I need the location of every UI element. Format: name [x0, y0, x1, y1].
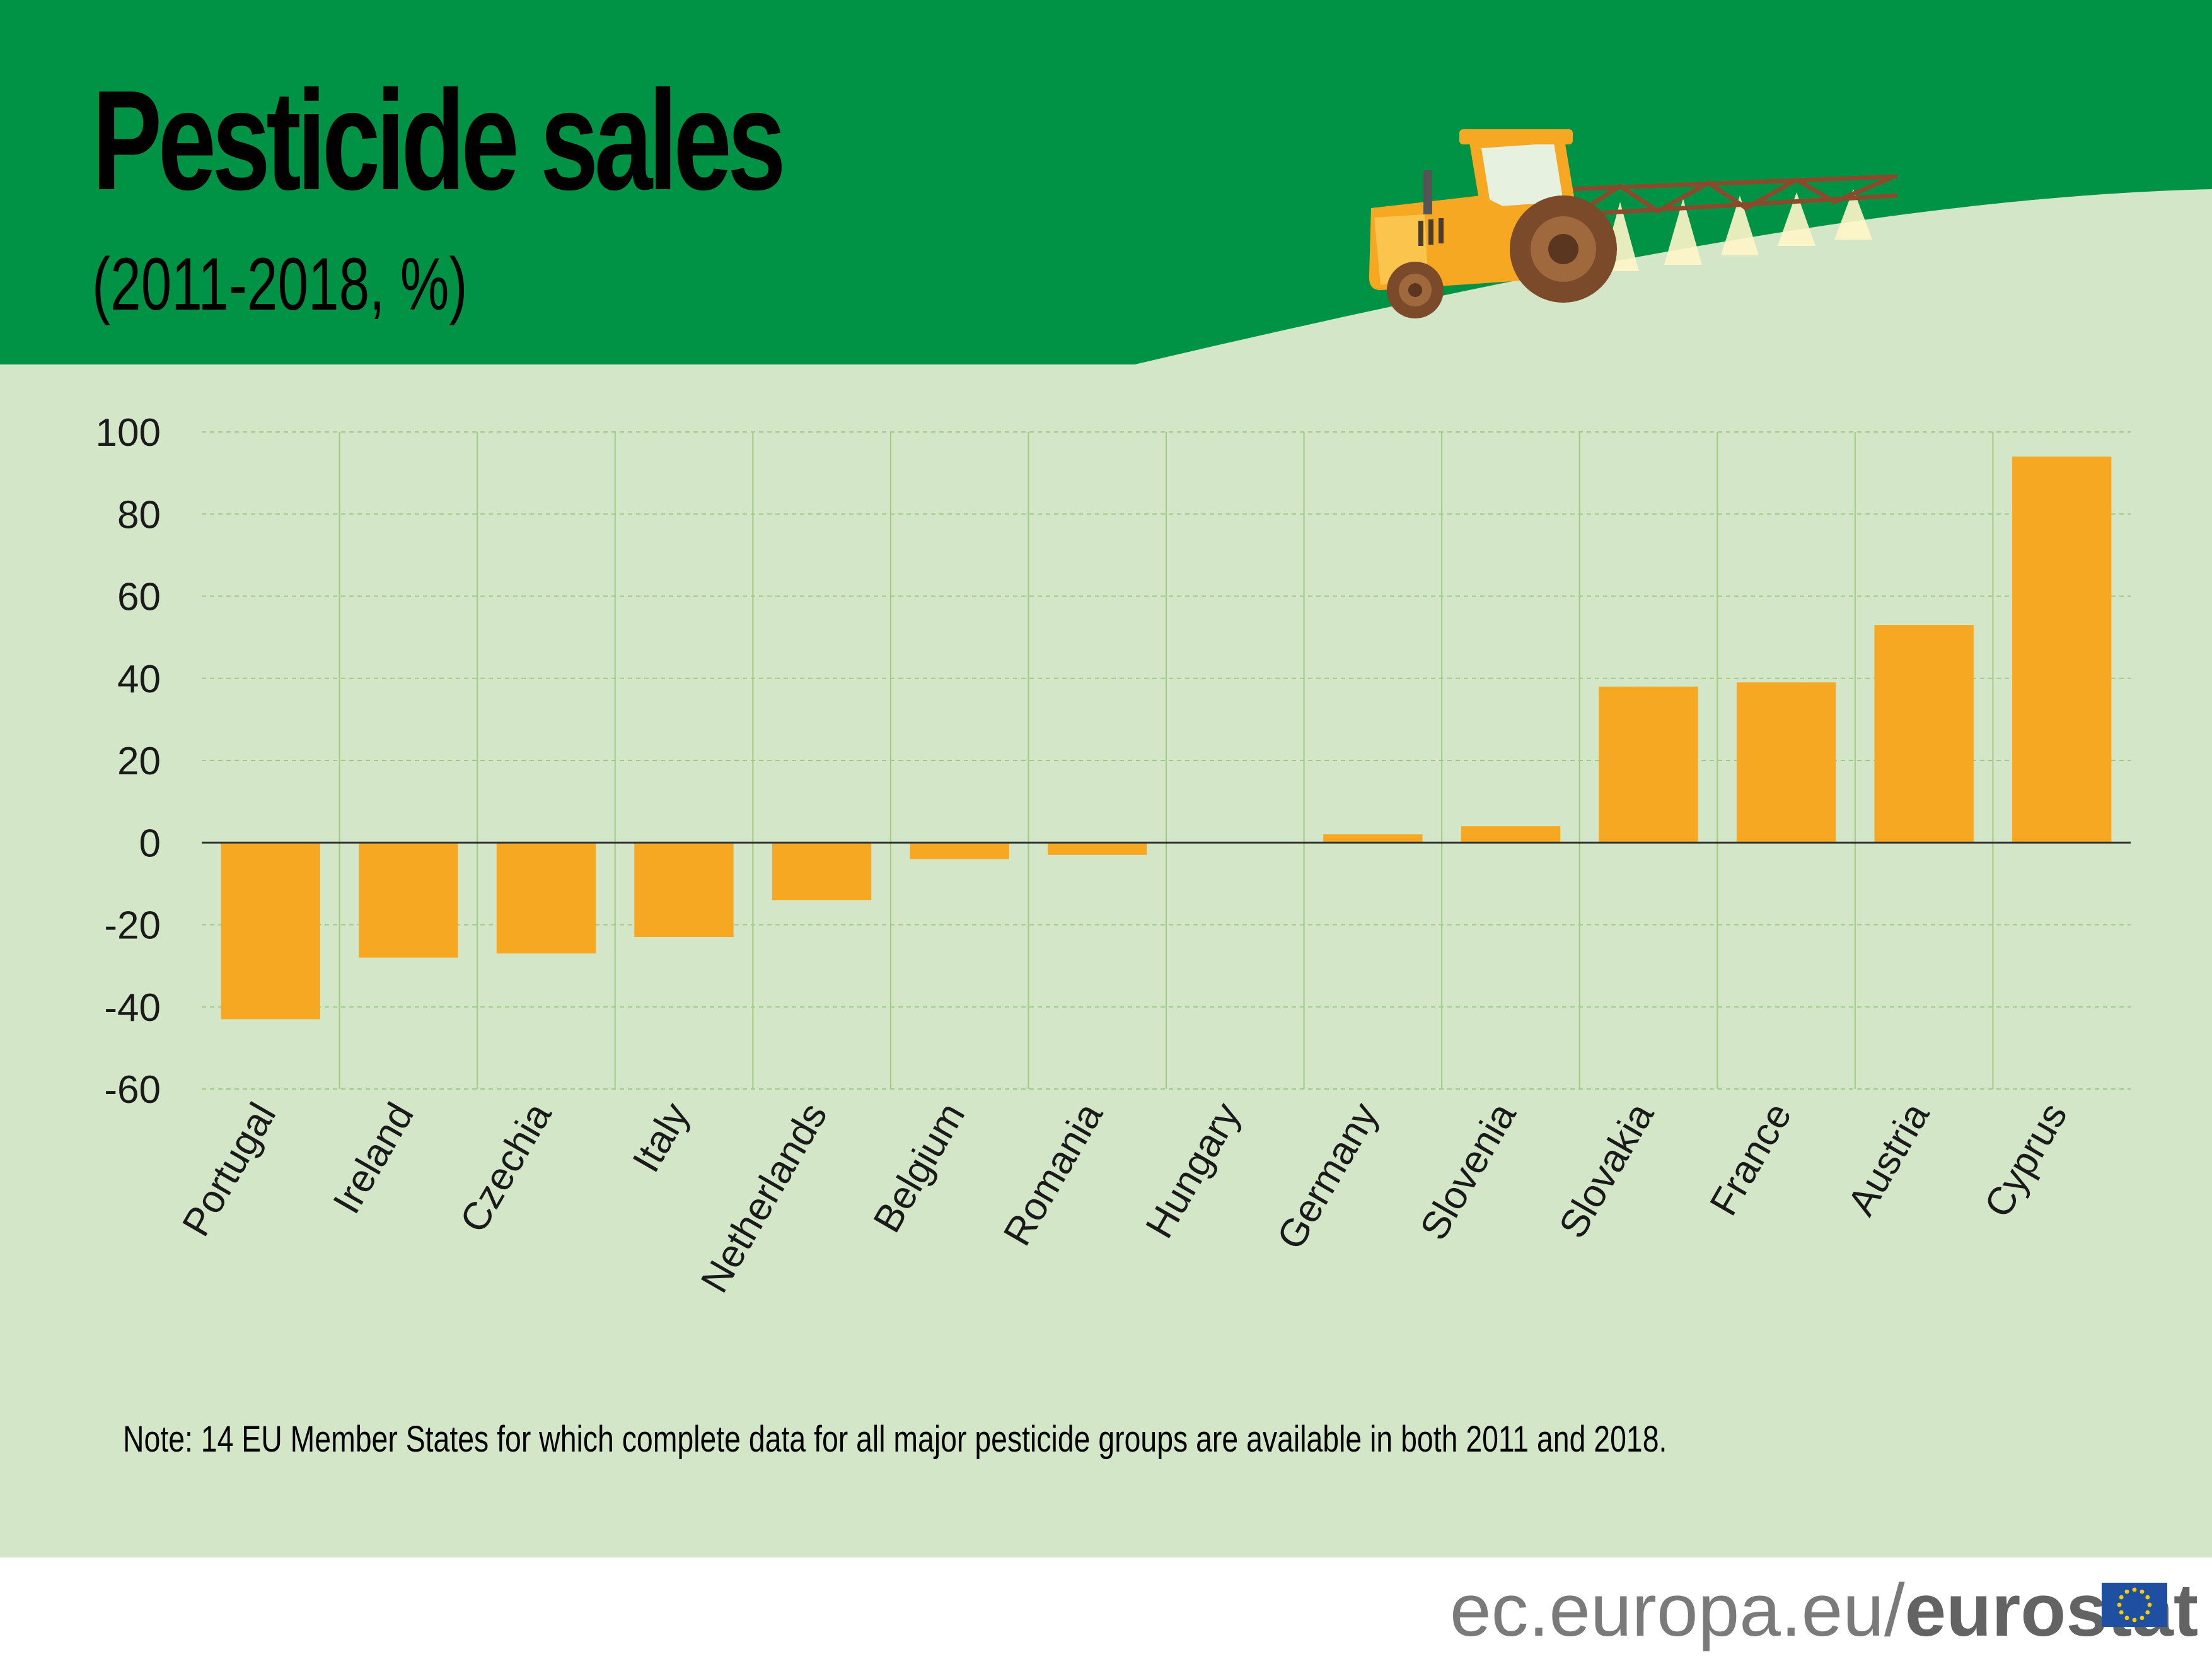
source-domain: ec.europa.eu/ [1450, 1569, 1905, 1652]
x-tick-label: Germany [1269, 1096, 1387, 1257]
y-tick-label: -60 [104, 1068, 161, 1112]
flag-star [2140, 1589, 2145, 1594]
flag-star [2147, 1602, 2152, 1607]
flag-star [2140, 1616, 2145, 1621]
y-tick-label: 0 [139, 822, 161, 865]
flag-star [2132, 1587, 2137, 1592]
bar-ireland [359, 842, 458, 958]
flag-star [2132, 1617, 2137, 1622]
bar-netherlands [772, 842, 872, 900]
x-tick-label: France [1701, 1096, 1800, 1223]
header-banner [0, 0, 2212, 364]
bar-austria [1874, 625, 1974, 843]
flag-star [2124, 1589, 2129, 1594]
y-tick-label: 20 [117, 740, 161, 783]
bar-chart: 100 80 60 40 20 0 -20 -40 -60 Portugal Ireland Czec… [96, 411, 2131, 1300]
x-tick-label: Slovakia [1551, 1095, 1662, 1245]
x-tick-label: Czechia [452, 1095, 560, 1240]
flag-star [2124, 1616, 2129, 1621]
x-tick-label: Portugal [174, 1096, 284, 1243]
y-tick-label: 60 [117, 576, 161, 619]
chart-note: Note: 14 EU Member States for which comp… [123, 1419, 1667, 1460]
y-tick-label: 100 [96, 411, 161, 455]
bar-slovakia [1599, 686, 1698, 843]
flag-star [2145, 1595, 2150, 1600]
x-tick-label: Austria [1839, 1095, 1938, 1223]
bar-cyprus [2012, 457, 2112, 843]
bar-portugal [221, 842, 320, 1020]
bar-slovenia [1461, 826, 1561, 843]
bar-czechia [496, 842, 596, 954]
y-tick-label: -40 [104, 986, 161, 1030]
x-tick-label: Belgium [866, 1096, 974, 1240]
x-tick-label: Cyprus [1976, 1096, 2076, 1225]
grid [202, 431, 2131, 1090]
bar-france [1736, 682, 1836, 843]
x-tick-label: Italy [625, 1096, 698, 1180]
bar-belgium [910, 842, 1009, 859]
x-tick-label: Romania [995, 1095, 1111, 1253]
page-subtitle: (2011-2018, %) [92, 243, 468, 326]
bar-germany [1323, 834, 1423, 843]
source-link[interactable]: ec.europa.eu/eurostat [1450, 1573, 2198, 1648]
x-tick-label: Slovenia [1412, 1095, 1525, 1247]
page-title: Pesticide sales [92, 61, 786, 219]
bars [221, 457, 2112, 1020]
tractor-sprayer-icon [1369, 129, 1898, 318]
bar-romania [1048, 842, 1147, 855]
bar-italy [634, 842, 734, 938]
eu-flag-icon [2102, 1583, 2167, 1627]
y-tick-label: 80 [117, 493, 161, 537]
x-tick-label: Ireland [325, 1096, 422, 1221]
y-tick-label: -20 [104, 904, 161, 948]
flag-star [2119, 1610, 2124, 1615]
y-tick-label: 40 [117, 658, 161, 701]
flag-star [2117, 1602, 2122, 1607]
flag-star [2119, 1595, 2124, 1600]
x-tick-label: Hungary [1137, 1095, 1249, 1245]
flag-star [2145, 1610, 2150, 1615]
x-tick-label: Netherlands [693, 1096, 836, 1300]
